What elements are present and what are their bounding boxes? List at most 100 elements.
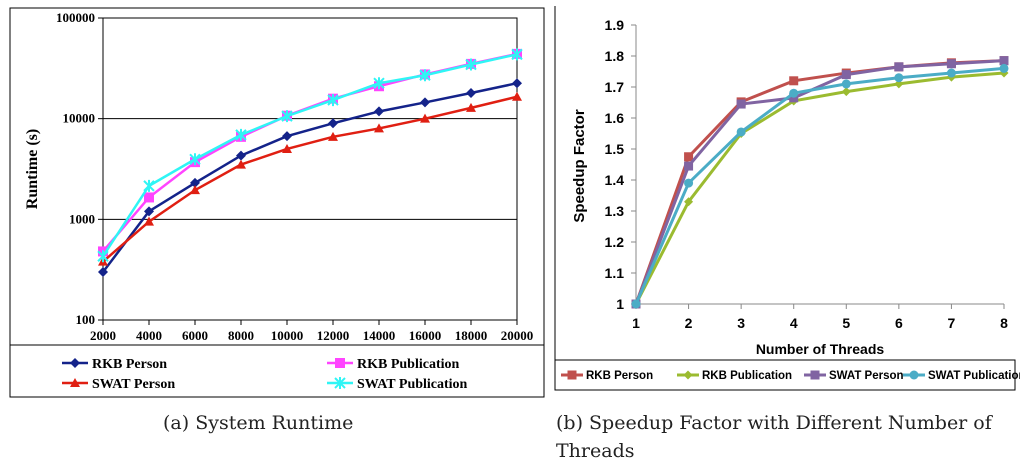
speedup-legend-label: SWAT Publication [928,370,1020,382]
runtime-chart: Runtime (s) 100 1000 10000 100000 2000 4000 6… [9,7,545,398]
runtime-data-point [374,123,384,133]
speedup-legend-label: RKB Publication [702,370,792,382]
speedup-x-tick-label: 2 [685,315,693,331]
runtime-x-tick-label: 16000 [409,328,442,343]
runtime-data-point [328,118,338,129]
runtime-legend-label: RKB Person [92,357,167,372]
speedup-legend-label: SWAT Person [829,370,904,382]
speedup-x-tick-labels: 1 2 3 4 5 6 7 8 [632,315,1008,331]
runtime-chart-frame [9,7,545,398]
runtime-x-tick-label: 8000 [228,328,254,343]
runtime-series-line [102,81,518,273]
runtime-data-point [374,106,384,117]
runtime-data-point [143,179,155,192]
speedup-data-point [684,152,694,162]
runtime-y-tick-label: 10000 [63,111,96,126]
speedup-legend-item: SWAT Publication [903,370,1020,382]
runtime-data-point [465,58,477,71]
runtime-legend-label: RKB Publication [357,357,460,372]
runtime-series-1 [98,48,522,257]
runtime-data-point [328,131,338,141]
speedup-data-point [684,161,694,171]
speedup-chart: Speedup Factor Number of Threads 1 1.1 1.2… [554,6,1020,391]
runtime-data-point [327,94,339,107]
speedup-data-point [999,56,1009,66]
runtime-y-tick-label: 100000 [56,10,95,25]
runtime-y-tick-label: 100 [76,312,96,327]
speedup-legend-item: SWAT Person [804,370,904,382]
speedup-series [631,56,1009,309]
runtime-x-tick-label: 14000 [363,328,396,343]
runtime-data-point [190,185,200,195]
runtime-series-3 [97,48,523,263]
speedup-data-point [789,76,799,86]
speedup-series-line [634,59,1005,305]
speedup-series-line [634,71,1005,305]
speedup-y-tick-label: 1.5 [605,141,625,157]
speedup-caption: (b) Speedup Factor with Different Number… [556,412,992,462]
speedup-series-line [634,66,1005,305]
runtime-x-tick-label: 18000 [455,328,488,343]
runtime-data-point [282,143,292,153]
runtime-legend-marker [334,377,346,389]
runtime-legend-marker [70,378,80,387]
speedup-legend-item: RKB Publication [677,370,792,382]
speedup-data-point [736,99,746,109]
runtime-data-point [511,48,523,61]
speedup-data-point [841,79,851,89]
speedup-legend-marker [909,370,919,380]
runtime-data-point [144,192,154,203]
speedup-data-point [999,63,1009,73]
speedup-data-point [946,59,956,69]
runtime-data-point [466,102,476,112]
runtime-y-tick-labels: 100 1000 10000 100000 [56,10,95,327]
speedup-y-tick-label: 1.7 [605,79,625,95]
runtime-x-tick-labels: 2000 4000 6000 8000 10000 12000 14000 16000 1800… [90,328,533,343]
runtime-series-line [102,95,518,263]
runtime-x-tick-label: 20000 [501,328,534,343]
runtime-legend-item: RKB Person [62,357,167,372]
speedup-y-tick-labels: 1 1.1 1.2 1.3 1.4 1.5 1.6 1.7 1.8 1.9 [605,17,625,312]
runtime-x-tick-label: 10000 [271,328,304,343]
runtime-series-2 [98,91,522,266]
speedup-y-tick-label: 1.3 [605,203,625,219]
runtime-data-point [97,250,109,263]
runtime-x-tick-label: 6000 [182,328,208,343]
speedup-y-tick-label: 1.6 [605,110,625,126]
speedup-y-tick-label: 1.4 [605,172,625,188]
runtime-legend-item: SWAT Publication [327,377,468,392]
speedup-data-point [684,178,694,188]
runtime-data-point [98,266,108,277]
speedup-x-tick-label: 4 [790,315,798,331]
speedup-y-tick-label: 1.2 [605,234,625,250]
runtime-legend-label: SWAT Publication [357,377,468,392]
runtime-legend-item: RKB Publication [327,357,460,372]
runtime-x-tick-label: 2000 [90,328,116,343]
speedup-legend-marker [683,370,693,380]
speedup-legend-label: RKB Person [586,370,653,382]
runtime-x-tick-label: 12000 [317,328,350,343]
runtime-gridlines [98,17,518,325]
speedup-data-point [631,299,641,309]
speedup-data-point [841,87,851,97]
runtime-data-point [189,153,201,166]
runtime-data-point [236,159,246,169]
runtime-data-point [512,91,522,101]
speedup-y-tick-label: 1.1 [605,265,625,281]
speedup-legend-item: RKB Person [561,370,653,382]
speedup-legend-marker [567,370,577,380]
runtime-data-point [420,97,430,108]
runtime-data-point [282,131,292,142]
speedup-data-point [894,73,904,83]
speedup-legend-frame [554,359,1016,391]
runtime-data-point [373,77,385,90]
speedup-x-axis-title: Number of Threads [756,341,885,357]
speedup-x-tick-label: 3 [737,315,745,331]
speedup-data-point [789,88,799,98]
runtime-legend: RKB Person RKB Publication SWAT Person SWAT… [62,357,468,392]
runtime-plot-area [102,17,518,321]
speedup-y-axis-title: Speedup Factor [571,109,588,223]
runtime-series-0 [98,78,522,277]
speedup-x-tick-label: 6 [895,315,903,331]
